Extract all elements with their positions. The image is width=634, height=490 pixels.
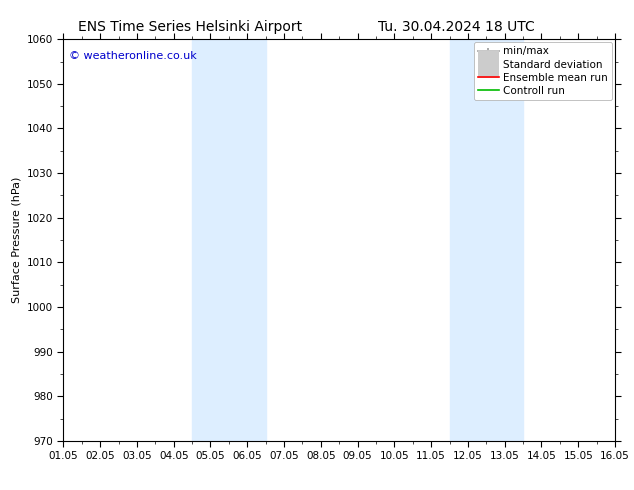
Text: Tu. 30.04.2024 18 UTC: Tu. 30.04.2024 18 UTC bbox=[378, 20, 535, 34]
Bar bbox=[450, 39, 523, 441]
Bar bbox=[192, 39, 266, 441]
Legend: min/max, Standard deviation, Ensemble mean run, Controll run: min/max, Standard deviation, Ensemble me… bbox=[474, 42, 612, 100]
Text: © weatheronline.co.uk: © weatheronline.co.uk bbox=[69, 51, 197, 61]
Y-axis label: Surface Pressure (hPa): Surface Pressure (hPa) bbox=[11, 177, 21, 303]
Text: ENS Time Series Helsinki Airport: ENS Time Series Helsinki Airport bbox=[78, 20, 302, 34]
